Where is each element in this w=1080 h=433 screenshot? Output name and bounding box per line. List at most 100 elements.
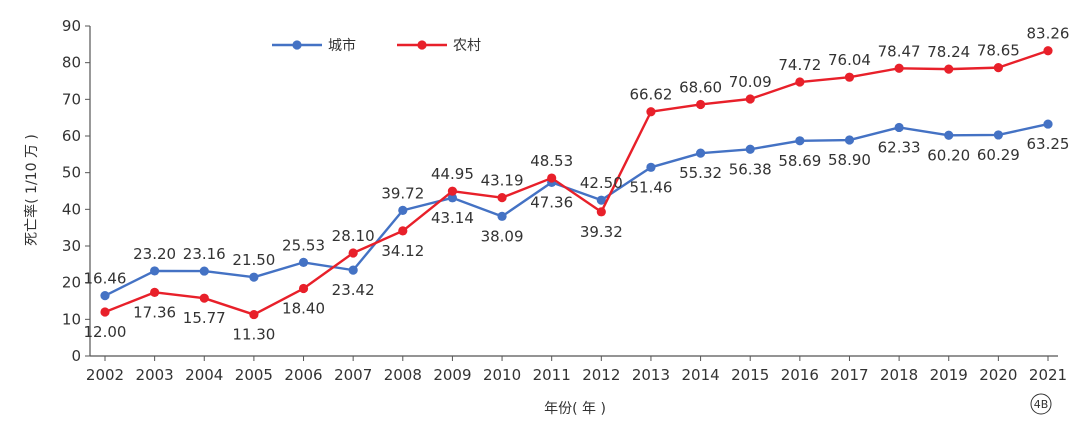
legend-marker xyxy=(292,40,302,50)
data-point xyxy=(944,64,954,74)
x-ticks: 2002 2003 2004 2005 2006 2007 2008 2009 2010 2011… xyxy=(86,356,1067,384)
legend: 城市 农村 xyxy=(272,37,481,54)
data-label: 51.46 xyxy=(629,178,672,196)
y-tick-label: 20 xyxy=(62,274,81,292)
series-line-2 xyxy=(104,49,1049,316)
data-label: 58.90 xyxy=(828,151,871,169)
data-label: 78.65 xyxy=(977,42,1020,60)
data-label: 23.20 xyxy=(133,245,176,263)
data-point xyxy=(695,99,706,110)
data-point xyxy=(447,193,458,203)
legend-label: 城市 xyxy=(328,37,356,54)
data-point xyxy=(894,63,904,73)
x-tick-label: 2010 xyxy=(483,366,521,384)
data-label: 44.95 xyxy=(431,165,474,183)
data-point xyxy=(547,173,557,183)
x-tick-label: 2016 xyxy=(781,366,819,384)
data-label: 78.47 xyxy=(878,42,921,60)
data-point xyxy=(398,226,408,236)
y-tick-label: 40 xyxy=(62,200,81,218)
data-label: 12.00 xyxy=(84,323,127,341)
data-label: 28.10 xyxy=(332,227,375,245)
data-point xyxy=(348,248,358,258)
data-point xyxy=(348,265,358,275)
data-point xyxy=(844,135,855,145)
data-label: 21.50 xyxy=(232,251,275,269)
data-point xyxy=(745,144,755,154)
data-point xyxy=(894,122,904,133)
data-label: 18.40 xyxy=(282,300,325,318)
data-point xyxy=(795,136,805,146)
y-axis-title: 死亡率( 1/10 万 ) xyxy=(23,134,40,246)
data-point xyxy=(497,193,507,203)
data-point xyxy=(100,291,110,301)
x-tick-label: 2021 xyxy=(1029,366,1067,384)
series-line-1 xyxy=(104,122,1049,297)
data-label: 70.09 xyxy=(729,73,772,91)
data-point xyxy=(795,77,805,87)
x-tick-label: 2015 xyxy=(731,366,769,384)
x-tick-label: 2014 xyxy=(681,366,719,384)
data-point xyxy=(398,205,408,215)
data-point xyxy=(100,307,110,317)
y-tick-label: 80 xyxy=(62,54,81,72)
data-point xyxy=(298,257,309,267)
data-label: 68.60 xyxy=(679,78,722,96)
data-point xyxy=(596,207,606,217)
y-ticks: 0 10 20 30 40 50 60 70 80 90 xyxy=(62,17,90,365)
data-point xyxy=(646,162,656,172)
data-point xyxy=(298,283,309,294)
data-point xyxy=(844,72,855,82)
data-label: 11.30 xyxy=(232,326,275,344)
data-label: 60.29 xyxy=(977,146,1020,164)
data-label: 76.04 xyxy=(828,51,871,69)
data-label: 60.20 xyxy=(927,146,970,164)
data-point xyxy=(1043,46,1053,56)
legend-label: 农村 xyxy=(453,38,481,54)
axes xyxy=(89,26,1058,357)
data-label: 74.72 xyxy=(778,56,821,74)
y-tick-label: 70 xyxy=(62,90,81,108)
data-label: 78.24 xyxy=(927,43,970,61)
data-label: 56.38 xyxy=(729,160,772,178)
x-tick-label: 2004 xyxy=(185,366,223,384)
y-tick-label: 0 xyxy=(71,347,81,365)
x-tick-label: 2008 xyxy=(384,366,422,384)
x-tick-label: 2020 xyxy=(979,366,1017,384)
data-point xyxy=(695,148,706,158)
data-label: 15.77 xyxy=(183,309,226,327)
data-label: 43.19 xyxy=(481,172,524,190)
corner-mark-text: 4B xyxy=(1034,398,1049,411)
data-label: 63.25 xyxy=(1027,135,1070,153)
data-point xyxy=(944,130,954,140)
data-label: 38.09 xyxy=(481,227,524,245)
x-tick-label: 2007 xyxy=(334,366,372,384)
data-point xyxy=(249,309,259,320)
x-axis-title: 年份( 年 ) xyxy=(544,401,606,417)
x-tick-label: 2012 xyxy=(582,366,620,384)
data-label: 39.72 xyxy=(381,184,424,202)
x-tick-label: 2017 xyxy=(830,366,868,384)
data-point xyxy=(199,293,209,303)
legend-marker xyxy=(417,40,427,50)
x-tick-label: 2002 xyxy=(86,366,124,384)
data-point xyxy=(993,63,1003,73)
data-label: 16.46 xyxy=(84,270,127,288)
data-point xyxy=(150,266,160,276)
y-tick-label: 60 xyxy=(62,127,81,145)
data-point xyxy=(497,211,507,221)
data-label: 17.36 xyxy=(133,303,176,321)
y-tick-label: 50 xyxy=(62,164,81,182)
data-point xyxy=(993,130,1003,140)
data-point xyxy=(447,186,458,196)
data-point xyxy=(199,266,209,276)
data-label: 25.53 xyxy=(282,236,325,254)
data-point xyxy=(150,287,160,297)
x-tick-label: 2006 xyxy=(284,366,322,384)
data-label: 55.32 xyxy=(679,164,722,182)
data-point xyxy=(745,94,755,104)
x-tick-label: 2003 xyxy=(136,366,174,384)
y-tick-label: 30 xyxy=(62,237,81,255)
y-tick-label: 90 xyxy=(62,17,81,35)
x-tick-label: 2005 xyxy=(235,366,273,384)
